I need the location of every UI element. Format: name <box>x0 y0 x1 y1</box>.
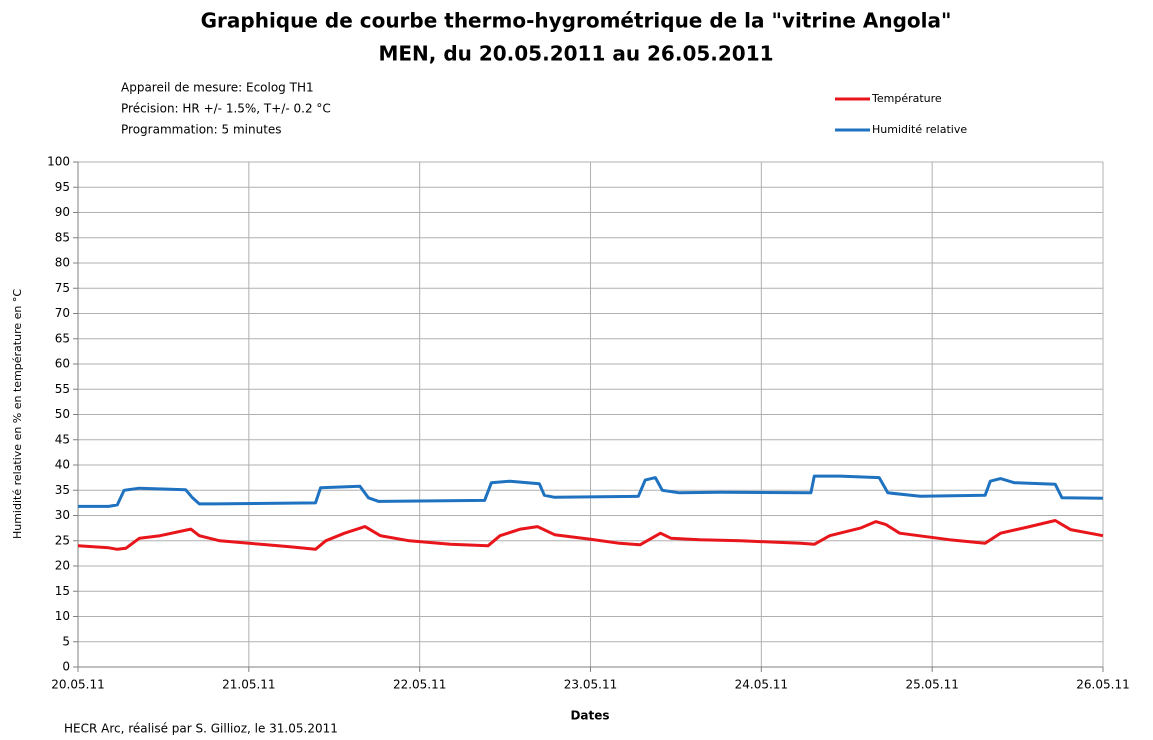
y-tick-label: 65 <box>55 331 70 345</box>
y-tick-label: 95 <box>55 180 70 194</box>
y-tick-label: 25 <box>55 533 70 547</box>
annotation: Précision: HR +/- 1.5%, T+/- 0.2 °C <box>121 102 331 116</box>
x-tick-label: 22.05.11 <box>393 678 446 692</box>
footer: HECR Arc, réalisé par S. Gillioz, le 31.… <box>64 722 338 736</box>
x-tick-label: 20.05.11 <box>51 678 104 692</box>
y-tick-label: 50 <box>55 407 70 421</box>
legend-label: Humidité relative <box>872 123 967 136</box>
x-tick-label: 21.05.11 <box>222 678 275 692</box>
y-tick-label: 35 <box>55 483 70 497</box>
y-tick-label: 60 <box>55 357 70 371</box>
x-tick-label: 23.05.11 <box>564 678 617 692</box>
y-axis-title: Humidité relative en % en température en… <box>11 289 24 539</box>
y-tick-label: 75 <box>55 281 70 295</box>
y-tick-label: 30 <box>55 508 70 522</box>
y-tick-label: 45 <box>55 432 70 446</box>
annotation: Appareil de mesure: Ecolog TH1 <box>121 81 314 95</box>
y-tick-label: 20 <box>55 559 70 573</box>
y-tick-label: 10 <box>55 609 70 623</box>
y-tick-label: 40 <box>55 458 70 472</box>
x-tick-label: 24.05.11 <box>735 678 788 692</box>
series-line <box>78 474 1104 508</box>
legend-label: Température <box>871 92 942 105</box>
series-line <box>77 519 1104 551</box>
y-tick-label: 85 <box>55 230 70 244</box>
x-axis-title: Dates <box>570 709 609 723</box>
y-tick-label: 55 <box>55 382 70 396</box>
y-tick-label: 80 <box>55 256 70 270</box>
chart-subtitle: MEN, du 20.05.2011 au 26.05.2011 <box>378 42 773 66</box>
y-tick-label: 100 <box>47 155 70 169</box>
x-tick-label: 26.05.11 <box>1076 678 1129 692</box>
y-tick-label: 5 <box>62 634 70 648</box>
y-tick-label: 70 <box>55 306 70 320</box>
chart-title: Graphique de courbe thermo-hygrométrique… <box>201 9 952 33</box>
x-tick-label: 25.05.11 <box>905 678 958 692</box>
y-tick-label: 0 <box>62 660 70 674</box>
y-tick-label: 90 <box>55 205 70 219</box>
y-tick-label: 15 <box>55 584 70 598</box>
annotation: Programmation: 5 minutes <box>121 123 282 137</box>
